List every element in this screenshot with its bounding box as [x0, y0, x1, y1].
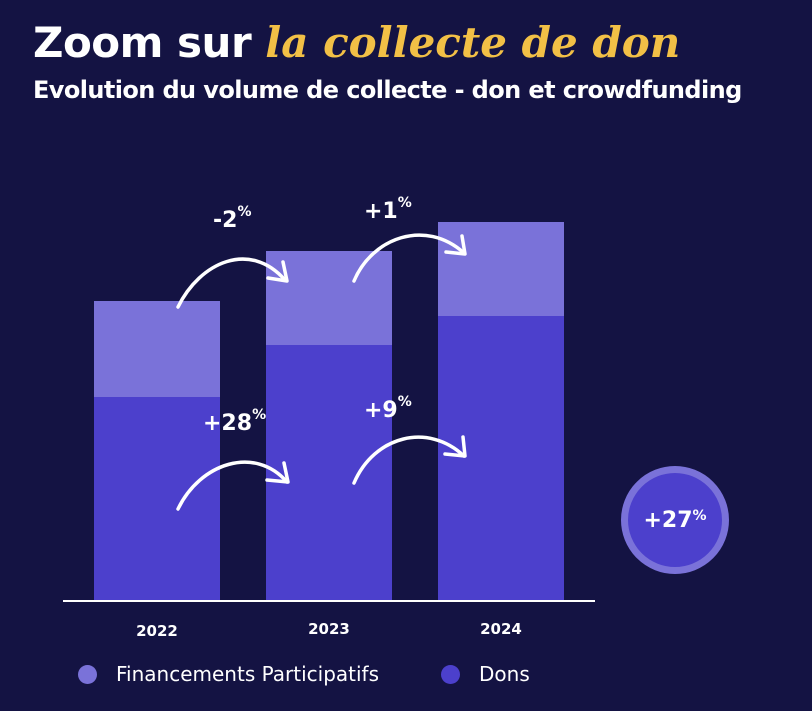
bar-segment-dons	[438, 316, 564, 601]
growth-label-dons-2024: +9%	[364, 394, 412, 423]
bar-2024	[438, 222, 564, 601]
x-tick-label: 2022	[136, 622, 178, 640]
chart-subtitle: Evolution du volume de collecte - don et…	[33, 76, 742, 104]
legend-item-dons: Dons	[441, 662, 530, 686]
x-axis-line	[63, 600, 595, 602]
page-title: Zoom sur la collecte de don	[33, 18, 680, 67]
x-tick-label: 2023	[308, 620, 350, 638]
total-growth-badge: +27%	[621, 466, 729, 574]
bar-2022	[94, 301, 220, 601]
legend-label: Financements Participatifs	[116, 662, 379, 686]
bar-segment-dons	[94, 397, 220, 601]
title-prefix: Zoom sur	[33, 18, 266, 67]
legend-dot-icon	[78, 664, 97, 684]
legend-item-financements: Financements Participatifs	[78, 662, 379, 686]
title-accent: la collecte de don	[265, 18, 681, 67]
growth-label-fin-2024: +1%	[364, 195, 412, 224]
legend-label: Dons	[479, 662, 530, 686]
bar-segment-financements	[266, 251, 392, 345]
bar-segment-financements	[94, 301, 220, 397]
bar-2023	[266, 251, 392, 601]
growth-label-dons-2023: +28%	[203, 407, 267, 436]
x-tick-label: 2024	[480, 620, 522, 638]
bar-segment-financements	[438, 222, 564, 316]
growth-label-fin-2023: -2%	[213, 204, 252, 233]
legend-dot-icon	[441, 664, 460, 684]
